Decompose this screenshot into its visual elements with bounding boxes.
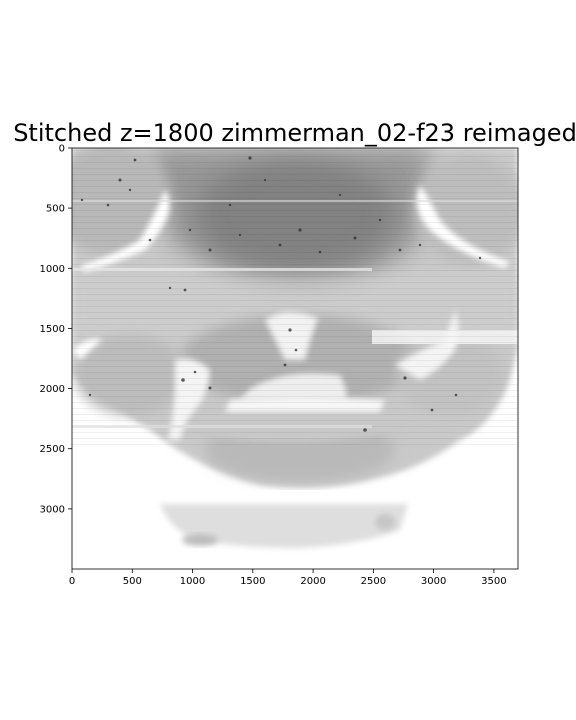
y-tick-label: 0 [59, 144, 65, 155]
y-tick: 1500 [40, 324, 72, 335]
x-tick: 3000 [421, 569, 446, 587]
x-tick-label: 1500 [240, 576, 265, 587]
microscopy-image [72, 148, 518, 569]
y-tick-label: 1500 [40, 324, 65, 335]
x-tick-label: 3000 [421, 576, 446, 587]
y-tick: 2000 [40, 384, 72, 395]
x-tick: 2500 [361, 569, 386, 587]
y-axis: 0 500 1000 1500 2000 2500 3000 [40, 144, 72, 515]
y-tick: 500 [46, 204, 72, 215]
x-tick-label: 3500 [481, 576, 506, 587]
x-tick: 1500 [240, 569, 266, 587]
y-tick-label: 3000 [40, 504, 65, 515]
x-tick-label: 500 [123, 576, 142, 587]
x-tick-label: 2500 [361, 576, 386, 587]
y-tick: 2500 [40, 444, 72, 455]
x-tick: 3500 [481, 569, 507, 587]
x-axis: 0 500 1000 1500 2000 2500 3000 3500 [69, 569, 507, 587]
axes-frame [71, 147, 519, 570]
x-tick: 500 [123, 569, 142, 587]
y-tick: 3000 [40, 504, 72, 515]
y-tick-label: 2500 [40, 444, 65, 455]
x-tick-label: 1000 [180, 576, 205, 587]
x-tick: 0 [69, 569, 75, 587]
y-tick: 1000 [40, 264, 72, 275]
x-tick-label: 0 [69, 576, 75, 587]
y-tick-label: 1000 [40, 264, 65, 275]
x-tick-label: 2000 [300, 576, 325, 587]
x-tick: 1000 [180, 569, 205, 587]
x-tick: 2000 [300, 569, 326, 587]
y-tick-label: 2000 [40, 384, 65, 395]
y-tick-label: 500 [46, 204, 65, 215]
y-tick: 0 [59, 144, 72, 155]
figure-title: Stitched z=1800 zimmerman_02-f23 reimage… [13, 119, 576, 147]
